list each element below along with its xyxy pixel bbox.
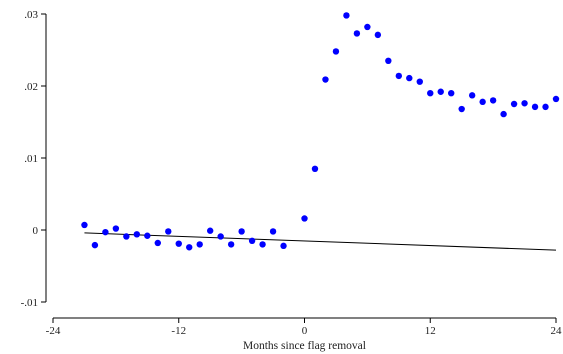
data-point — [395, 72, 403, 80]
data-point — [206, 227, 214, 234]
data-point — [385, 57, 392, 64]
data-point — [186, 244, 193, 251]
data-point — [332, 48, 340, 55]
data-point — [227, 241, 235, 248]
data-point — [301, 215, 308, 222]
data-point — [479, 98, 486, 106]
data-point — [500, 110, 507, 118]
data-point — [81, 221, 88, 229]
data-point — [238, 228, 245, 235]
data-point — [521, 100, 528, 107]
data-point — [102, 228, 109, 236]
data-point — [112, 225, 120, 232]
y-tick-label: .03 — [24, 9, 38, 21]
data-point — [458, 105, 465, 113]
x-tick-label: 12 — [425, 325, 436, 337]
x-tick-label: -24 — [46, 325, 61, 337]
data-point — [123, 233, 130, 240]
data-point — [510, 100, 518, 108]
data-point — [468, 92, 476, 99]
data-point — [280, 242, 287, 250]
y-tick-label: .01 — [24, 153, 38, 165]
data-point — [248, 237, 256, 244]
data-point — [542, 103, 549, 111]
data-point — [154, 239, 161, 247]
data-point — [175, 240, 182, 247]
data-point — [144, 232, 151, 239]
data-point — [269, 228, 277, 235]
data-point — [217, 233, 224, 240]
y-tick-label: -.01 — [21, 297, 38, 309]
data-point — [552, 95, 560, 103]
x-tick-label: -12 — [171, 325, 186, 337]
data-point — [427, 90, 434, 97]
x-axis-title: Months since flag removal — [243, 340, 366, 352]
plot-area: -.01 0 .01 .02 .03 -24 -12 0 12 24 — [21, 9, 562, 337]
trend-line — [84, 232, 557, 251]
y-tick-label: .02 — [24, 81, 38, 93]
y-tick-label: 0 — [33, 225, 39, 237]
data-point — [437, 88, 444, 95]
data-point — [374, 31, 382, 39]
data-point — [448, 90, 455, 97]
data-point — [489, 97, 497, 104]
data-point — [531, 103, 539, 111]
x-tick-label: 24 — [551, 325, 563, 337]
data-point — [322, 76, 329, 83]
data-point — [196, 241, 203, 248]
data-point — [259, 241, 266, 248]
data-point — [133, 231, 141, 238]
data-point — [406, 74, 413, 82]
data-point — [91, 241, 99, 249]
data-point — [311, 165, 319, 172]
data-point — [416, 78, 423, 85]
data-point — [343, 12, 350, 19]
data-point — [165, 228, 172, 235]
data-point — [353, 30, 361, 37]
data-point — [364, 23, 371, 31]
x-tick-label: 0 — [302, 325, 308, 337]
